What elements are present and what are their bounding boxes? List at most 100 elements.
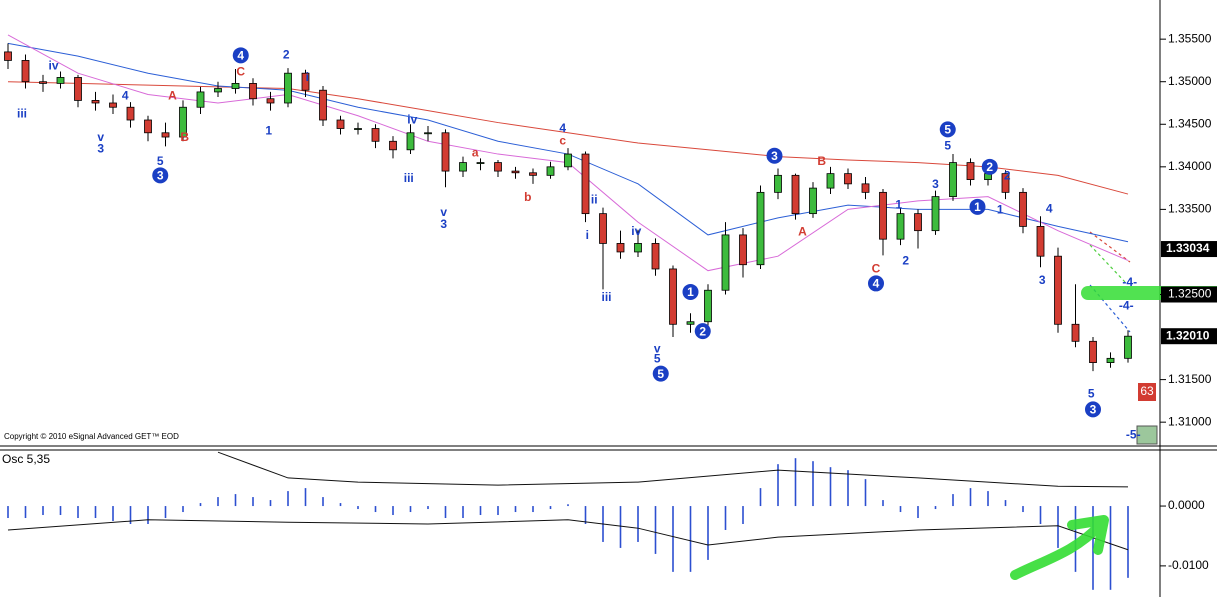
y-tick-label: 1.33500	[1168, 202, 1212, 216]
wave-label: 3	[1039, 273, 1046, 287]
candle-body	[389, 140, 397, 151]
candle-body	[1019, 191, 1027, 227]
candle-body	[669, 268, 677, 325]
candle-body	[126, 106, 135, 121]
candle-body	[809, 187, 817, 215]
wave-circle	[766, 147, 783, 164]
wave-circle	[152, 167, 169, 184]
wave-label: A	[168, 89, 177, 103]
wave-circle	[969, 198, 986, 215]
wave-label: 4	[873, 277, 880, 291]
wave-label: 2	[986, 160, 993, 174]
badge: 63	[1140, 384, 1154, 398]
wave-label: 5	[654, 352, 661, 366]
candle-body	[179, 106, 187, 138]
candle-body	[266, 98, 275, 104]
wave-label: B	[817, 154, 826, 168]
candle-body	[774, 174, 782, 193]
candle-body	[564, 153, 572, 168]
wave-circle	[652, 365, 669, 382]
badge-box	[1138, 383, 1156, 401]
wave-label: a	[472, 146, 479, 160]
candle-body	[494, 162, 502, 172]
wave-label: v	[654, 341, 661, 355]
wave-label: iii	[601, 290, 611, 304]
wave-label: 1	[974, 200, 981, 214]
wave-circle	[694, 323, 711, 340]
wave-label: 5	[944, 139, 951, 153]
wave-circle	[868, 275, 884, 292]
candle-body	[546, 166, 555, 176]
candle-body	[844, 173, 852, 185]
candle-body	[424, 132, 432, 135]
candle-body	[914, 213, 922, 232]
wave-label: 5	[1088, 386, 1095, 400]
tick-highlight	[1161, 286, 1217, 303]
candle-body	[336, 119, 345, 129]
candle-body	[721, 234, 730, 291]
wave-label: 2	[283, 48, 290, 62]
candle-body	[1124, 335, 1132, 359]
candle-body	[249, 83, 257, 100]
wave-label: c	[559, 134, 566, 148]
y-tick-label: 1.34000	[1168, 159, 1212, 173]
projection-marks	[1089, 231, 1131, 333]
candle-body	[861, 183, 870, 193]
candle-body	[354, 128, 362, 130]
wave-label: 2	[902, 254, 909, 268]
wave-label: ii	[591, 192, 598, 206]
candle-body	[284, 72, 292, 104]
candle-body	[1071, 323, 1080, 342]
wave-label: 5	[944, 123, 951, 137]
candle-body	[4, 51, 12, 61]
candle-body	[826, 173, 835, 189]
price-marker-label: 1.33034	[1166, 241, 1210, 255]
candle-body	[109, 102, 117, 108]
candle-body	[406, 132, 415, 151]
wave-label: i	[306, 70, 309, 84]
y-tick-label: 1.31500	[1168, 372, 1212, 386]
wave-label: 1	[997, 203, 1004, 217]
wave-label: 4	[559, 121, 566, 135]
candle-body	[529, 172, 537, 176]
wave-circle	[232, 47, 249, 64]
price-marker-label: 1.32010	[1166, 328, 1210, 342]
wave-circle	[1085, 401, 1101, 418]
wave-label: 2	[1004, 169, 1011, 183]
candle-body	[879, 191, 887, 240]
wave-label: iv	[48, 59, 58, 73]
wave-label: 3	[1090, 403, 1097, 417]
y-tick-label: 1.32500	[1168, 287, 1212, 301]
osc-band	[7, 519, 1129, 551]
y-tick-label: 1.34500	[1168, 116, 1212, 130]
candle-body	[1106, 357, 1115, 363]
candle-body	[91, 100, 100, 104]
wave-label: 3	[440, 217, 447, 231]
candle-body	[1036, 226, 1045, 257]
candle-body	[686, 321, 695, 325]
wave-label: iv	[407, 112, 417, 126]
wave-label: 3	[771, 149, 778, 163]
wave-label: C	[236, 65, 245, 79]
wave-label: 5	[657, 367, 664, 381]
wave-label: b	[524, 190, 531, 204]
candle-body	[616, 243, 625, 253]
candle-body	[739, 234, 747, 266]
candle-body	[1001, 173, 1010, 193]
candle-body	[459, 162, 467, 172]
wave-label: -4-	[1119, 299, 1134, 313]
y-tick-label: 0.0000	[1168, 498, 1205, 512]
highlight-arrow	[1010, 515, 1109, 580]
candle-body	[599, 213, 607, 244]
wave-label: i	[586, 228, 589, 242]
candle-body	[441, 132, 450, 172]
candle-body	[301, 72, 310, 91]
wave-label: 3	[157, 169, 164, 183]
wave-label: 1	[687, 285, 694, 299]
wave-label: iv	[631, 224, 641, 238]
y-tick-label: 1.31000	[1168, 414, 1212, 428]
wave-label: 1	[265, 123, 272, 137]
wave-circle	[939, 121, 956, 138]
wave-label: A	[798, 225, 807, 239]
